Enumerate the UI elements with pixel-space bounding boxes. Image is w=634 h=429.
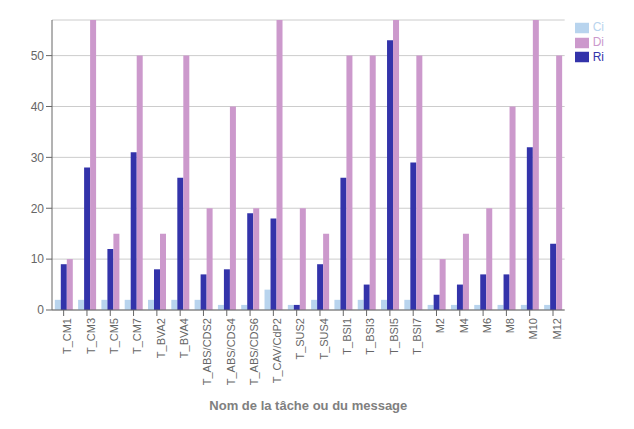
svg-text:T_CAV/CdP2: T_CAV/CdP2 [271,318,283,383]
svg-text:M10: M10 [528,318,540,339]
html-text:Ci: Ci [592,20,604,34]
svg-text:M6: M6 [481,318,493,333]
svg-text:T_CM5: T_CM5 [108,318,120,354]
svg-text:T_ABS/CDS4: T_ABS/CDS4 [225,318,237,385]
svg-text:50: 50 [31,49,45,63]
svg-text:T_ABS/CDS2: T_ABS/CDS2 [201,318,213,385]
svg-text:M12: M12 [551,318,563,339]
svg-text:T_BSI5: T_BSI5 [388,318,400,355]
html-text:Di: Di [592,34,604,49]
svg-text:30: 30 [31,151,45,165]
svg-text:Nom de la tâche ou du message: Nom de la tâche ou du message [209,398,407,413]
svg-text:T_BSI1: T_BSI1 [341,318,353,355]
svg-text:T_BVA4: T_BVA4 [178,318,190,358]
svg-text:M8: M8 [504,318,516,333]
svg-text:T_BSI3: T_BSI3 [364,318,376,355]
svg-text:T_CM3: T_CM3 [85,318,97,354]
svg-text:40: 40 [31,100,45,114]
svg-text:T_CM1: T_CM1 [61,318,73,354]
svg-text:T_BVA2: T_BVA2 [155,318,167,358]
svg-text:T_BSI7: T_BSI7 [411,318,423,355]
svg-text:T_SUS4: T_SUS4 [318,318,330,360]
svg-text:M4: M4 [458,318,470,333]
svg-text:T_ABS/CDS6: T_ABS/CDS6 [248,318,260,385]
svg-text:T_CM7: T_CM7 [131,318,143,354]
html-text:Ri: Ri [592,49,604,64]
svg-text:T_SUS2: T_SUS2 [294,318,306,360]
svg-text:0: 0 [37,303,44,317]
svg-text:20: 20 [31,202,45,216]
svg-text:M2: M2 [434,318,446,333]
svg-text:10: 10 [31,252,45,266]
